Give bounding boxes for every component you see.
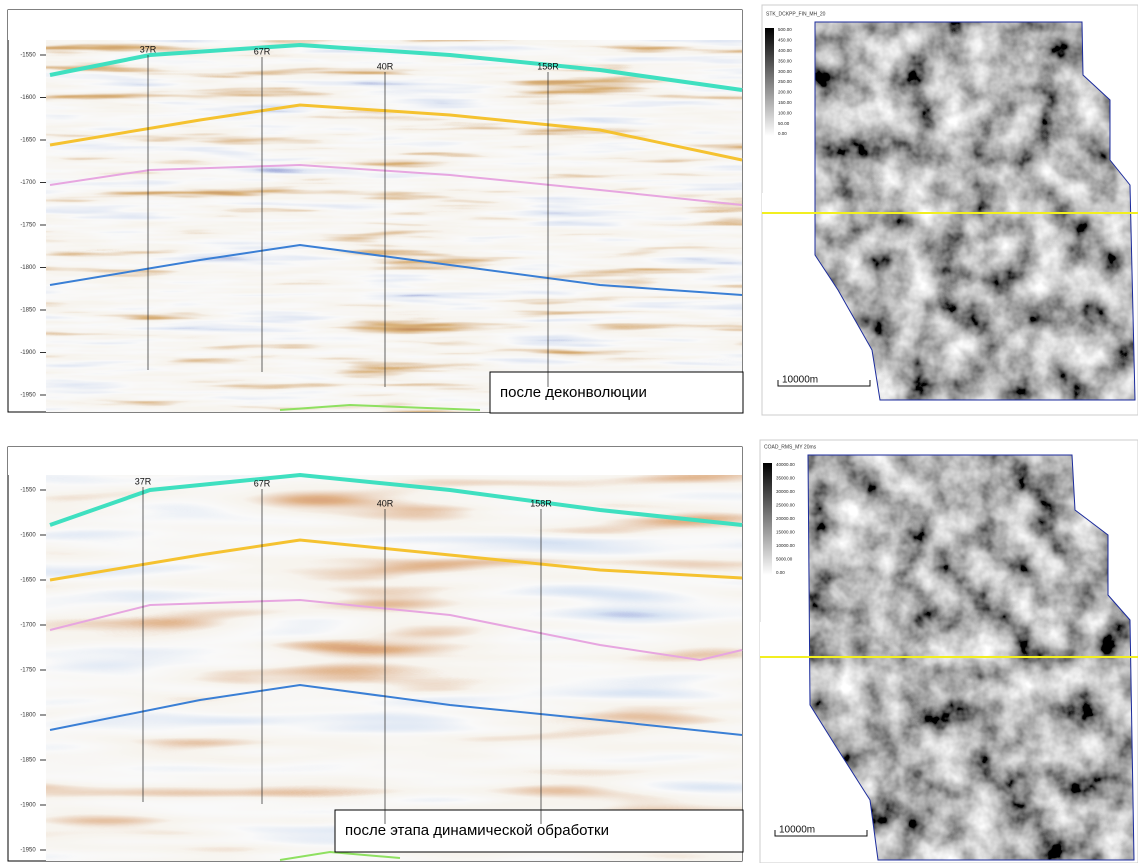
section-header xyxy=(8,10,742,40)
scale-label: 10000m xyxy=(782,375,818,386)
colorbar-label: 50.00 xyxy=(778,121,790,126)
depth-tick-label: -1600 xyxy=(20,95,36,101)
scale-bar xyxy=(777,380,871,387)
well-label: 40R xyxy=(377,61,394,71)
horizons xyxy=(49,472,743,861)
colorbar-label: 0.00 xyxy=(776,570,785,575)
caption: после этапа динамической обработки xyxy=(345,822,609,839)
depth-tick-label: -1950 xyxy=(20,848,36,854)
colorbar-label: 5000.00 xyxy=(776,557,793,562)
colorbar-label: 300.00 xyxy=(778,69,792,74)
colorbar-label: 350.00 xyxy=(778,58,792,63)
colorbar-label: 20000.00 xyxy=(776,516,795,521)
colorbar-label: 10000.00 xyxy=(776,543,795,548)
colorbar-label: 25000.00 xyxy=(776,503,795,508)
depth-tick-label: -1750 xyxy=(20,668,36,674)
colorbar-label: 400.00 xyxy=(778,48,792,53)
colorbar-label: 450.00 xyxy=(778,38,792,43)
depth-tick-label: -1800 xyxy=(20,713,36,719)
depth-tick-label: -1750 xyxy=(20,223,36,229)
well-label: 37R xyxy=(135,476,152,486)
depth-tick-label: -1850 xyxy=(20,758,36,764)
colorbar-label: 150.00 xyxy=(778,100,792,105)
horizons xyxy=(49,42,743,411)
map-gap xyxy=(760,622,808,657)
colorbar-label: 200.00 xyxy=(778,90,792,95)
depth-tick-label: -1650 xyxy=(20,578,36,584)
survey-outline xyxy=(814,21,1136,401)
colorbar-label: 15000.00 xyxy=(776,530,795,535)
amplitude-map xyxy=(815,22,1135,400)
colorbar-label: 30000.00 xyxy=(776,489,795,494)
map-title: STK_DCKPP_FIN_MH_20 xyxy=(766,11,826,17)
seismic-section xyxy=(46,475,742,861)
depth-tick-label: -1600 xyxy=(20,533,36,539)
caption-box xyxy=(489,371,744,414)
colorbar-label: 250.00 xyxy=(778,79,792,84)
depth-tick-label: -1900 xyxy=(20,350,36,356)
section-header xyxy=(8,447,742,475)
depth-tick-label: -1700 xyxy=(20,623,36,629)
colorbar-label: 0.00 xyxy=(778,131,787,136)
well-label: 67R xyxy=(254,478,271,488)
colorbar-label: 40000.00 xyxy=(776,462,795,467)
well-label: 40R xyxy=(377,498,394,508)
colorbar-label: 500.00 xyxy=(778,27,792,32)
depth-tick-label: -1950 xyxy=(20,393,36,399)
well-label: 158R xyxy=(537,61,559,71)
map-gap xyxy=(762,193,814,213)
depth-tick-label: -1550 xyxy=(20,488,36,494)
caption-box xyxy=(334,809,744,853)
depth-tick-label: -1900 xyxy=(20,803,36,809)
colorbar-label: 35000.00 xyxy=(776,476,795,481)
scale-label: 10000m xyxy=(779,825,815,836)
depth-tick-label: -1800 xyxy=(20,265,36,271)
colorbar-label: 100.00 xyxy=(778,110,792,115)
well-label: 37R xyxy=(140,44,157,54)
survey-outline xyxy=(807,454,1135,861)
depth-tick-label: -1550 xyxy=(20,53,36,59)
seismic-section xyxy=(46,40,742,412)
scale-bar xyxy=(774,830,868,837)
depth-tick-label: -1850 xyxy=(20,308,36,314)
colorbar xyxy=(763,463,772,575)
depth-tick-label: -1650 xyxy=(20,138,36,144)
depth-tick-label: -1700 xyxy=(20,180,36,186)
map-title: COAD_RMS_MY 20ms xyxy=(764,444,817,450)
well-label: 67R xyxy=(254,46,271,56)
caption: после деконволюции xyxy=(500,384,647,401)
well-label: 158R xyxy=(530,498,552,508)
colorbar xyxy=(765,28,774,136)
